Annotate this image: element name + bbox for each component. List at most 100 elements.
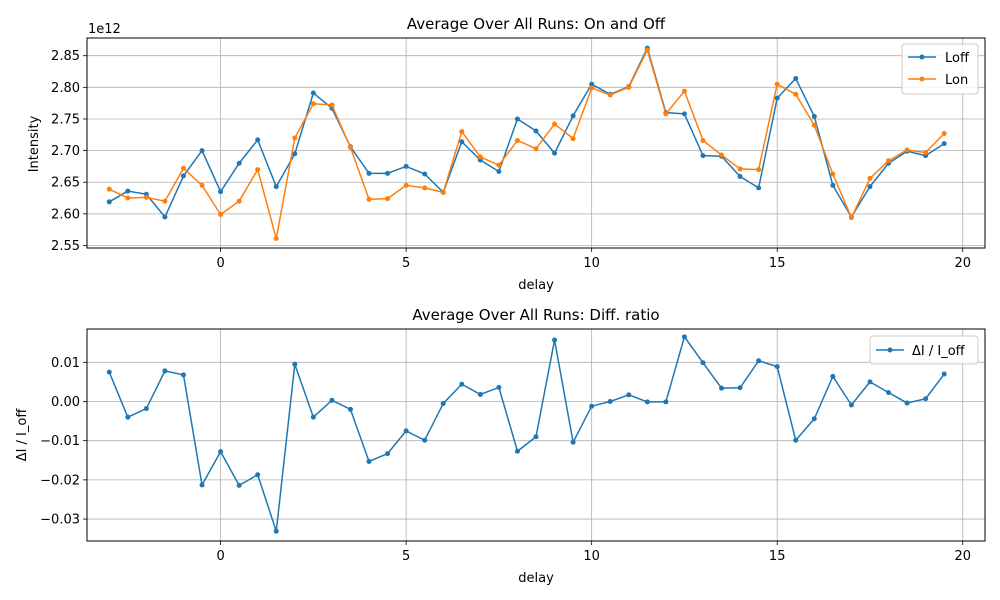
data-point-lon — [385, 196, 391, 202]
y-tick-label: 2.60 — [51, 207, 80, 222]
data-point-lon — [533, 146, 539, 152]
data-point-loff — [236, 160, 242, 166]
data-point-i-i-off — [440, 400, 446, 406]
x-tick-label: 5 — [402, 256, 410, 271]
data-point-i-i-off — [793, 437, 799, 443]
data-point-loff — [514, 116, 520, 122]
data-point-loff — [422, 171, 428, 177]
data-point-i-i-off — [125, 414, 131, 420]
series-line-lon — [108, 49, 945, 240]
data-point-loff — [199, 148, 205, 154]
data-point-lon — [681, 88, 687, 94]
data-point-lon — [255, 167, 261, 173]
data-point-i-i-off — [663, 399, 669, 405]
data-point-lon — [663, 111, 669, 117]
data-point-loff — [273, 184, 279, 190]
intensity-panel: Average Over All Runs: On and Off 1e12 I… — [27, 15, 986, 293]
data-point-loff — [403, 163, 409, 169]
y-tick-label: 2.80 — [51, 81, 80, 96]
data-point-i-i-off — [811, 416, 817, 422]
data-point-loff — [793, 75, 799, 81]
data-point-loff — [830, 182, 836, 188]
x-tick-label: 15 — [769, 549, 786, 564]
data-point-lon — [774, 81, 780, 87]
data-point-lon — [904, 147, 910, 153]
y-tick-label: −0.02 — [40, 473, 80, 488]
data-point-lon — [440, 189, 446, 195]
y-tick-label: 2.55 — [51, 239, 80, 254]
data-point-i-i-off — [236, 482, 242, 488]
series-line-loff — [108, 47, 945, 218]
data-point-lon — [830, 171, 836, 177]
y-tick-label: 0.01 — [51, 356, 80, 371]
data-point-i-i-off — [514, 448, 520, 454]
data-point-lon — [719, 152, 725, 158]
data-point-i-i-off — [218, 449, 224, 455]
data-point-i-i-off — [737, 385, 743, 391]
x-tick-label: 15 — [769, 256, 786, 271]
data-point-i-i-off — [774, 364, 780, 370]
data-point-lon — [923, 149, 929, 155]
data-point-lon — [607, 92, 613, 98]
data-point-loff — [774, 95, 780, 101]
data-point-lon — [700, 137, 706, 143]
data-point-lon — [125, 195, 131, 201]
data-point-i-i-off — [719, 385, 725, 391]
data-point-loff — [700, 153, 706, 159]
data-point-i-i-off — [923, 396, 929, 402]
data-point-lon — [589, 85, 595, 91]
data-point-lon — [143, 194, 149, 200]
data-point-i-i-off — [459, 381, 465, 387]
data-point-i-i-off — [162, 368, 168, 374]
data-point-loff — [867, 184, 873, 190]
data-point-lon — [106, 186, 112, 192]
data-point-i-i-off — [180, 372, 186, 378]
data-point-lon — [162, 198, 168, 204]
data-point-lon — [848, 215, 854, 221]
data-point-lon — [496, 162, 502, 168]
data-point-i-i-off — [848, 402, 854, 408]
diff-ratio-y-axis-label: ΔI / I_off — [15, 408, 30, 462]
data-point-loff — [366, 170, 372, 176]
x-tick-label: 0 — [216, 256, 224, 271]
data-point-i-i-off — [700, 360, 706, 366]
data-point-i-i-off — [310, 414, 316, 420]
y-tick-label: 2.85 — [51, 49, 80, 64]
data-point-lon — [477, 154, 483, 160]
legend-marker-lon — [919, 76, 925, 82]
diff-ratio-ticks: 0 5 10 15 20 −0.03 −0.02 −0.01 0.00 0.01 — [40, 356, 971, 564]
data-point-lon — [886, 158, 892, 164]
y-tick-label: 2.70 — [51, 144, 80, 159]
data-point-i-i-off — [626, 392, 632, 398]
data-point-loff — [533, 128, 539, 134]
data-point-lon — [756, 167, 762, 173]
data-point-i-i-off — [106, 369, 112, 375]
intensity-panel-title: Average Over All Runs: On and Off — [407, 15, 666, 33]
data-point-loff — [125, 188, 131, 194]
data-point-lon — [180, 165, 186, 171]
data-point-i-i-off — [199, 482, 205, 488]
data-point-lon — [570, 136, 576, 142]
data-point-i-i-off — [867, 379, 873, 385]
data-point-loff — [737, 174, 743, 180]
data-point-lon — [199, 182, 205, 188]
legend-label-loff: Loff — [945, 51, 970, 66]
data-point-lon — [867, 175, 873, 181]
data-point-i-i-off — [273, 528, 279, 534]
y-tick-label: −0.01 — [40, 434, 80, 449]
data-point-loff — [106, 199, 112, 205]
data-point-lon — [793, 91, 799, 97]
data-point-i-i-off — [385, 451, 391, 457]
data-point-loff — [162, 214, 168, 220]
data-point-loff — [811, 113, 817, 119]
data-point-i-i-off — [329, 397, 335, 403]
data-point-lon — [422, 185, 428, 191]
data-point-lon — [459, 129, 465, 135]
data-point-lon — [811, 122, 817, 128]
data-point-loff — [310, 90, 316, 96]
x-tick-label: 10 — [583, 256, 600, 271]
data-point-loff — [292, 151, 298, 157]
y-tick-label: 2.65 — [51, 176, 80, 191]
data-point-loff — [681, 111, 687, 117]
